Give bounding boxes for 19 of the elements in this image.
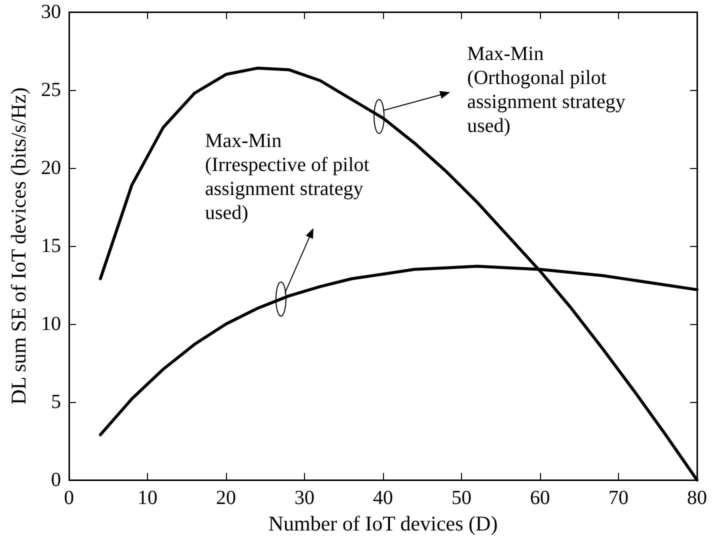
y-tick-label: 20: [41, 157, 61, 179]
y-axis-title: DL sum SE of IoT devices (bits/s/Hz): [6, 87, 30, 405]
annotation: Max-Min (Orthogonal pilot assignment strategy used): [467, 42, 626, 138]
annotation: Max-Min (Irrespective of pilot assignment strategy used): [204, 129, 370, 226]
x-tick-label: 30: [294, 487, 314, 509]
y-tick-label: 5: [51, 391, 61, 413]
y-tick-label: 25: [41, 79, 61, 101]
x-tick-label: 20: [216, 487, 236, 509]
x-tick-label: 50: [452, 487, 472, 509]
x-axis-title: Number of IoT devices (D): [268, 511, 498, 536]
y-tick-label: 0: [51, 469, 61, 491]
x-tick-label: 10: [138, 487, 158, 509]
y-tick-label: 10: [41, 313, 61, 335]
x-tick-label: 80: [687, 487, 707, 509]
y-tick-label: 15: [41, 235, 61, 257]
y-tick-label: 30: [41, 1, 61, 23]
x-tick-label: 60: [530, 487, 550, 509]
x-tick-label: 40: [373, 487, 393, 509]
x-tick-label: 70: [608, 487, 628, 509]
